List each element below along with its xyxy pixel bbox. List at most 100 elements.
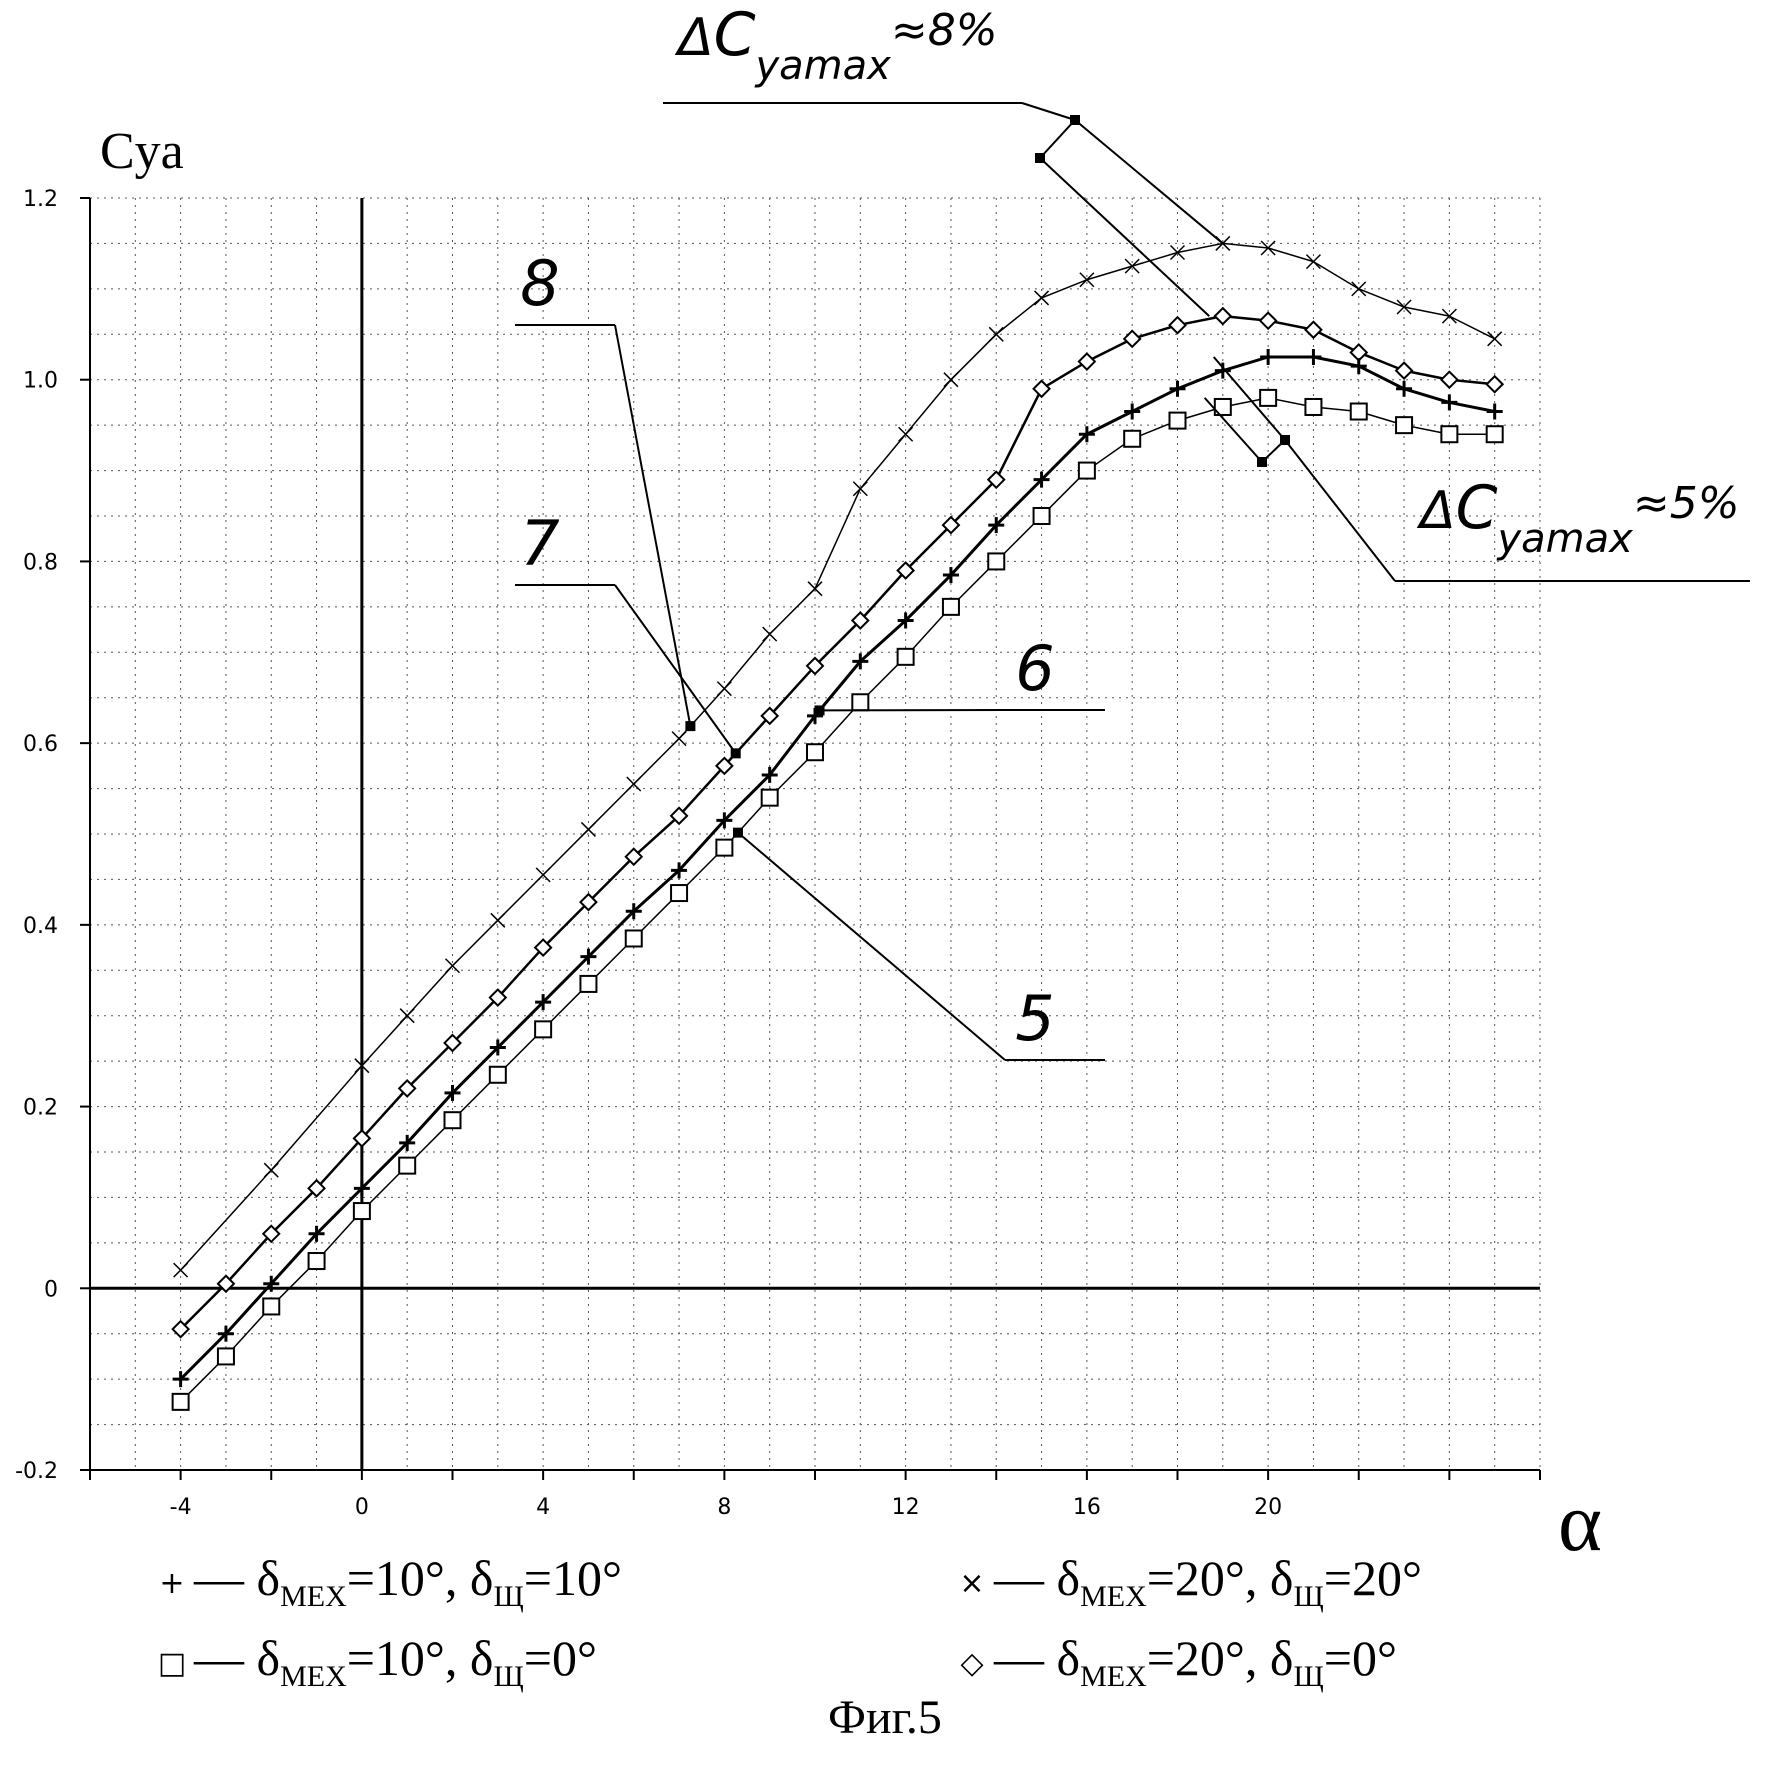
data-point-plus	[444, 1084, 461, 1101]
curve-label-8: 8	[520, 247, 559, 320]
series-group	[171, 235, 1505, 1411]
data-point-square	[851, 693, 870, 712]
data-point-cross	[671, 731, 687, 747]
data-point-square	[352, 1202, 371, 1221]
delta-c: C	[1456, 473, 1498, 543]
curve-label-anchor	[814, 705, 825, 716]
data-point-cross	[173, 1262, 189, 1278]
y-tick-label: 0.6	[23, 732, 58, 757]
data-point-cross	[1351, 281, 1367, 297]
data-point-plus	[1486, 403, 1503, 420]
x-tick-label: 4	[536, 1495, 550, 1520]
delta-subscript: yamax	[1496, 516, 1633, 562]
data-point-cross	[1079, 272, 1095, 288]
x-tick-label: -4	[170, 1495, 192, 1520]
legend-item-d10-10: + — δМЕХ=10°, δЩ=10°	[150, 1548, 622, 1627]
curve-label-anchor	[685, 721, 696, 732]
series-line-5	[180, 397, 1495, 1403]
data-point-square	[262, 1297, 281, 1316]
data-point-square	[171, 1392, 190, 1411]
data-point-diamond	[1485, 374, 1505, 394]
delta-symbol: Δ	[1416, 481, 1456, 541]
data-point-plus	[535, 994, 552, 1011]
data-point-plus	[1305, 349, 1322, 365]
data-point-plus	[308, 1225, 325, 1242]
delta-extension-a	[1212, 356, 1286, 441]
curve-label-anchor	[730, 748, 741, 759]
data-point-diamond	[261, 1224, 281, 1244]
delta-subscript: yamax	[754, 43, 891, 89]
legend-marker-cross: ×	[959, 1565, 985, 1601]
delta-5pct-connector	[1284, 439, 1396, 582]
delta-extension-b	[1203, 397, 1263, 463]
axes: -0.2 0 0.2 0.4 0.6 0.8 1.0 1.2 -4 0 4 8 12 16 20 Cya α	[15, 123, 1602, 1569]
data-point-plus	[942, 567, 959, 584]
data-point-square	[987, 552, 1006, 571]
data-point-square	[216, 1347, 235, 1366]
data-point-cross	[1305, 254, 1321, 270]
data-point-plus	[1350, 358, 1367, 375]
curve-label-leader	[737, 831, 1006, 1061]
data-point-plus	[761, 766, 778, 783]
data-point-cross	[490, 912, 506, 928]
data-point-diamond	[1394, 361, 1414, 381]
y-tick-label: -0.2	[15, 1459, 58, 1484]
series-line-6	[179, 355, 1495, 1381]
data-point-square	[307, 1252, 326, 1271]
series-line-8	[180, 242, 1496, 1271]
data-point-cross	[852, 481, 868, 497]
delta-text: ΔCyamax≈5%	[1416, 473, 1740, 562]
data-point-diamond	[986, 470, 1006, 490]
y-tick-label: 0.8	[23, 550, 58, 575]
data-point-diamond	[805, 656, 825, 676]
data-point-diamond	[397, 1078, 417, 1098]
data-point-cross	[1124, 258, 1140, 274]
data-point-plus	[399, 1134, 416, 1151]
data-point-plus	[716, 812, 733, 829]
data-point-square	[896, 647, 915, 666]
data-point-diamond	[443, 1033, 462, 1053]
data-point-diamond	[1032, 379, 1051, 399]
delta-percent: ≈5%	[1633, 478, 1740, 529]
legend-marker-diamond: ◇	[960, 1645, 984, 1681]
curve-label-anchor	[732, 827, 743, 838]
curve-label-7: 7	[520, 507, 559, 580]
data-point-plus	[1260, 349, 1277, 365]
data-point-plus	[580, 948, 597, 965]
data-point-diamond	[352, 1128, 372, 1148]
data-point-plus	[1033, 471, 1050, 488]
data-point-cross	[898, 426, 914, 442]
data-point-diamond	[714, 756, 734, 776]
data-point-plus	[671, 862, 688, 879]
series-line-7	[179, 314, 1495, 1331]
data-point-square	[941, 597, 960, 616]
data-point-diamond	[1213, 306, 1233, 326]
y-tick-label: 1.0	[23, 369, 58, 394]
delta-text: ΔCyamax≈8%	[674, 0, 998, 89]
data-point-plus	[1124, 403, 1141, 420]
legend-marker-square: □	[157, 1645, 187, 1681]
data-point-cross	[1487, 331, 1503, 347]
data-point-cross	[807, 581, 823, 597]
data-point-cross	[580, 821, 596, 837]
data-point-cross	[626, 776, 642, 792]
data-point-diamond	[760, 706, 780, 726]
x-tick-label: 20	[1254, 1495, 1282, 1520]
data-point-cross	[1260, 240, 1276, 256]
data-point-square	[624, 929, 643, 948]
data-point-cross	[399, 1008, 415, 1024]
y-tick-label: 0.4	[23, 914, 58, 939]
data-point-diamond	[941, 515, 961, 535]
y-tick-label: 0.2	[23, 1096, 58, 1121]
data-point-cross	[943, 372, 959, 388]
legend-item-d10-0: □ — δМЕХ=10°, δЩ=0°	[150, 1628, 597, 1707]
x-tick-label: 16	[1073, 1495, 1101, 1520]
delta-extension-a	[1074, 119, 1224, 245]
curve-label-6: 6	[1015, 632, 1054, 705]
data-point-diamond	[579, 892, 598, 912]
data-point-cross	[988, 326, 1004, 342]
legend-item-d20-20: × — δМЕХ=20°, δЩ=20°	[950, 1548, 1422, 1627]
data-point-plus	[172, 1371, 189, 1388]
